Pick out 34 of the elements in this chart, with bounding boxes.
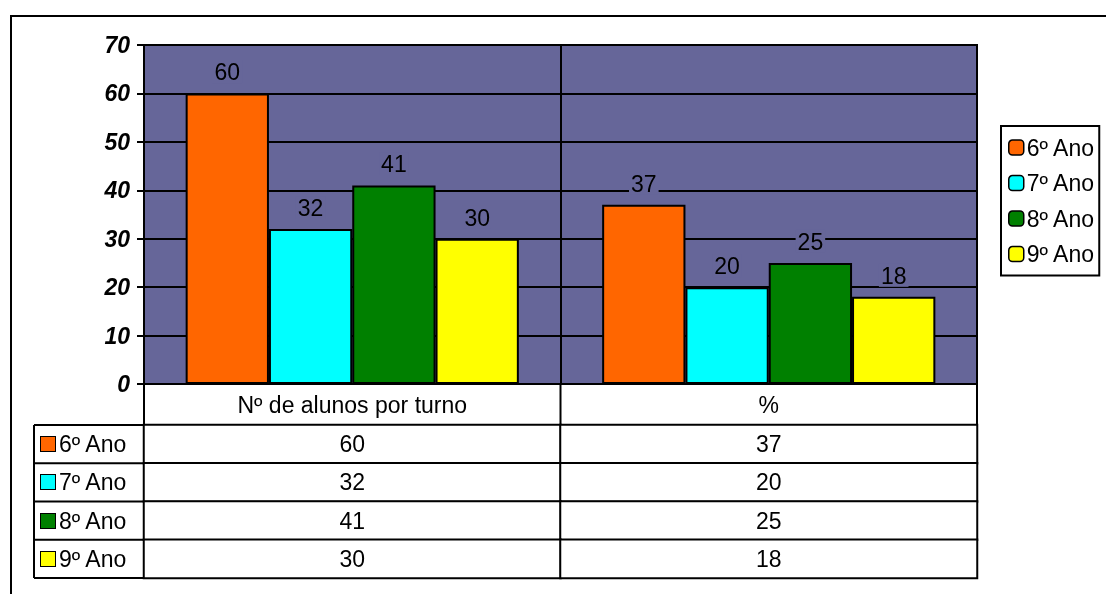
y-tick-label: 40 <box>103 177 131 204</box>
x-tick-label: % <box>758 391 779 418</box>
y-tick-label: 7º Ano <box>59 469 127 496</box>
y-tick-label: 10 <box>104 322 131 349</box>
y-tick-label: 70 <box>104 32 131 58</box>
data-label: 32 <box>297 195 324 222</box>
data-label: 37 <box>631 170 657 197</box>
data-label: 20 <box>714 253 740 280</box>
y-tick-label: 30 <box>104 225 131 252</box>
legend-label: 6º Ano <box>1026 134 1094 161</box>
y-tick-label: 20 <box>103 274 131 301</box>
data-label: 41 <box>339 507 366 534</box>
y-tick-label: 9º Ano <box>59 545 127 572</box>
legend-label: 8º Ano <box>1026 205 1094 232</box>
y-tick-label: 60 <box>104 80 131 107</box>
data-label: 60 <box>339 431 366 458</box>
data-label: 25 <box>755 507 782 534</box>
data-label: 41 <box>381 151 407 178</box>
legend-label: 9º Ano <box>1026 241 1094 267</box>
data-label: 20 <box>755 469 782 496</box>
data-label: 25 <box>797 228 824 255</box>
y-tick-label: 0 <box>117 371 131 397</box>
data-label: 60 <box>214 59 241 86</box>
data-label: 37 <box>755 431 782 458</box>
y-tick-label: 6º Ano <box>59 431 127 458</box>
x-tick-label: Nº de alunos por turno <box>237 391 468 418</box>
y-tick-label: 50 <box>104 128 131 155</box>
data-label: 32 <box>339 469 366 496</box>
data-label: 30 <box>464 204 490 231</box>
data-label: 30 <box>339 545 366 572</box>
legend-label: 7º Ano <box>1026 170 1094 196</box>
y-tick-label: 8º Ano <box>59 507 127 534</box>
data-label: 18 <box>880 262 907 289</box>
data-label: 18 <box>755 545 782 572</box>
